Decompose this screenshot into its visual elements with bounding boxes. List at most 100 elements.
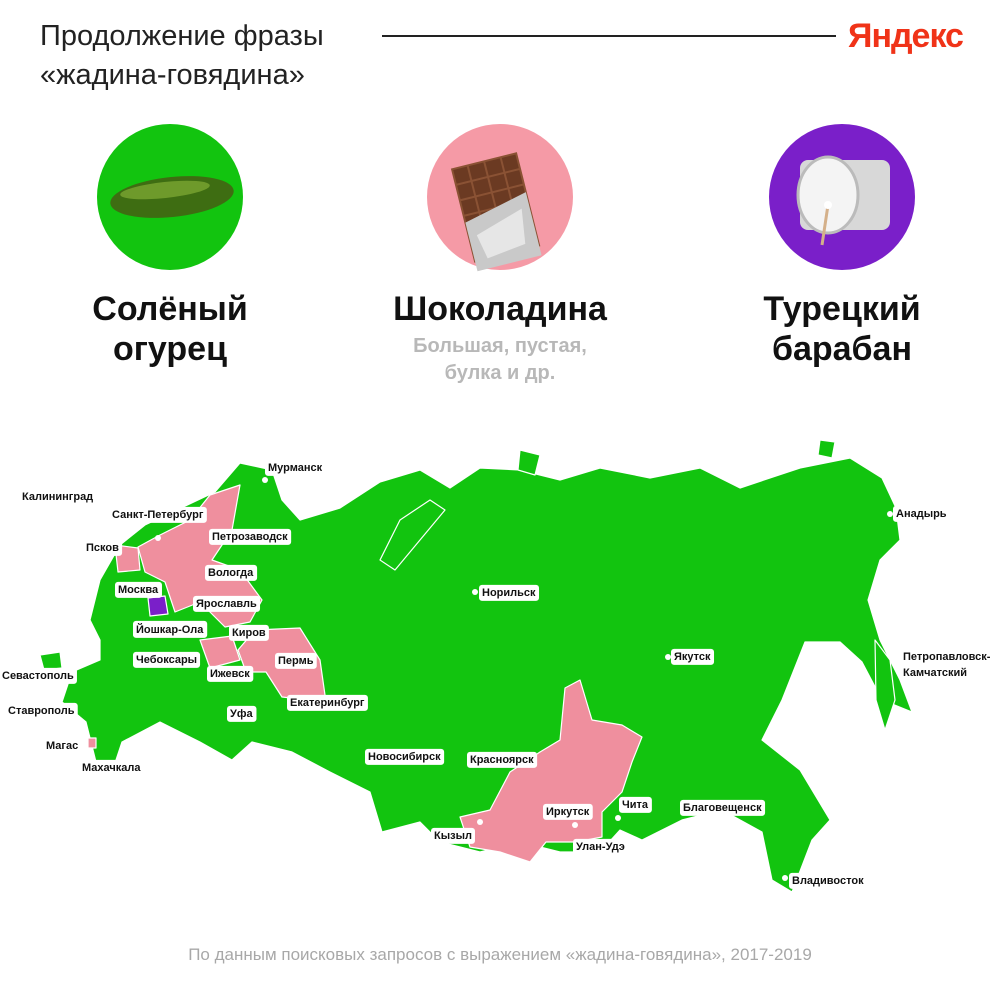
- city-name: Севастополь: [2, 670, 74, 682]
- label-background: [133, 651, 201, 668]
- city-name: Мурманск: [268, 462, 323, 474]
- item-title: огурец: [113, 330, 227, 368]
- city-name: Пермь: [278, 655, 314, 667]
- city-label: Пермь: [275, 652, 317, 669]
- city-name: Псков: [86, 542, 119, 554]
- item-title: барабан: [772, 330, 912, 368]
- city-name: Иркутск: [546, 806, 590, 818]
- city-name: Петропавловск-: [903, 651, 991, 663]
- icon-drum: [769, 124, 915, 270]
- city-name: Чита: [622, 799, 649, 811]
- label-background: [227, 705, 257, 722]
- map: [39, 439, 913, 893]
- city-name: Киров: [232, 627, 266, 639]
- icon-cucumber: [97, 124, 243, 270]
- title: Продолжение фразы: [40, 20, 324, 52]
- label-background: [205, 564, 258, 581]
- city-label: Псков: [83, 539, 123, 556]
- city-label: Севастополь: [0, 667, 77, 684]
- item-title: Шоколадина: [393, 290, 608, 328]
- label-background: [79, 759, 145, 776]
- label-background: [133, 620, 208, 638]
- item-title: Солёный: [92, 290, 247, 328]
- label-background: [479, 584, 540, 601]
- city-label: Вологда: [205, 564, 258, 581]
- city-label: Кызыл: [431, 827, 475, 844]
- city-label: Калининград: [19, 488, 97, 505]
- label-background: [543, 803, 593, 820]
- city-label: Чита: [619, 796, 652, 813]
- label-background: [209, 528, 292, 545]
- city-label: Киров: [229, 624, 269, 641]
- city-name: Уфа: [230, 708, 253, 720]
- city-name: Камчатский: [903, 667, 967, 679]
- city-label: Якутск: [671, 648, 715, 665]
- label-background: [619, 796, 652, 813]
- label-background: [365, 748, 445, 765]
- region-pink: [459, 679, 643, 863]
- label-background: [83, 539, 123, 556]
- brand-logo[interactable]: Яндекс: [848, 17, 964, 55]
- region-pink: [87, 737, 97, 749]
- city-label: Мурманск: [265, 459, 326, 476]
- label-background: [431, 827, 475, 844]
- item-title: Турецкий: [763, 290, 920, 328]
- label-background: [43, 737, 82, 754]
- city-name: Йошкар-Ола: [136, 623, 204, 636]
- city-name: Москва: [118, 584, 159, 596]
- city-label: Махачкала: [79, 759, 145, 776]
- item-note: Большая, пустая,: [413, 335, 587, 357]
- region-green: [61, 457, 913, 893]
- item-note: булка и др.: [445, 362, 556, 384]
- city-name: Петрозаводск: [212, 531, 288, 543]
- label-background: [5, 702, 78, 719]
- region-pink: [137, 484, 263, 628]
- label-background: [900, 648, 994, 681]
- label-background: [287, 694, 368, 711]
- city-label: Благовещенск: [680, 799, 766, 816]
- city-label: Ижевск: [207, 665, 254, 682]
- city-label: Красноярск: [467, 751, 538, 768]
- label-background: [109, 506, 207, 523]
- city-name: Благовещенск: [683, 802, 762, 814]
- city-name: Екатеринбург: [290, 697, 365, 709]
- city-label: Ставрополь: [5, 702, 78, 719]
- title: «жадина-говядина»: [40, 59, 305, 91]
- city-label: Екатеринбург: [287, 694, 368, 711]
- label-background: [275, 652, 317, 669]
- label-background: [19, 488, 97, 505]
- city-name: Красноярск: [470, 754, 534, 766]
- label-background: [680, 799, 766, 816]
- city-label: Магас: [43, 737, 82, 754]
- city-name: Ижевск: [210, 668, 250, 680]
- label-background: [115, 581, 162, 598]
- label-background: [0, 667, 77, 684]
- city-label: Владивосток: [789, 872, 868, 889]
- city-name: Владивосток: [792, 875, 864, 887]
- label-background: [671, 648, 715, 665]
- city-name: Норильск: [482, 587, 536, 599]
- city-label: Иркутск: [543, 803, 593, 820]
- footer-note: По данным поисковых запросов с выражение…: [188, 945, 812, 964]
- city-label: Ярославль: [193, 595, 261, 612]
- island-green: [517, 449, 541, 476]
- city-name: Калининград: [22, 491, 93, 503]
- city-name: Якутск: [674, 651, 711, 663]
- city-name: Ставрополь: [8, 705, 75, 717]
- city-name: Новосибирск: [368, 751, 441, 763]
- label-background: [893, 505, 950, 522]
- city-label: Петрозаводск: [209, 528, 292, 545]
- city-label: Норильск: [479, 584, 540, 601]
- island-green: [379, 499, 446, 571]
- city-label: Петропавловск- Камчатский: [900, 648, 994, 681]
- city-name: Ярославль: [196, 598, 257, 610]
- city-label: Анадырь: [893, 505, 950, 522]
- city-name: Махачкала: [82, 762, 141, 774]
- island-green: [874, 639, 896, 731]
- city-label: Санкт-Петербург: [109, 506, 207, 523]
- city-name: Улан-Удэ: [576, 841, 625, 853]
- region-purple: [147, 595, 169, 617]
- city-labels: Мурманск Калининград Санкт-Петербург Пет…: [0, 459, 994, 889]
